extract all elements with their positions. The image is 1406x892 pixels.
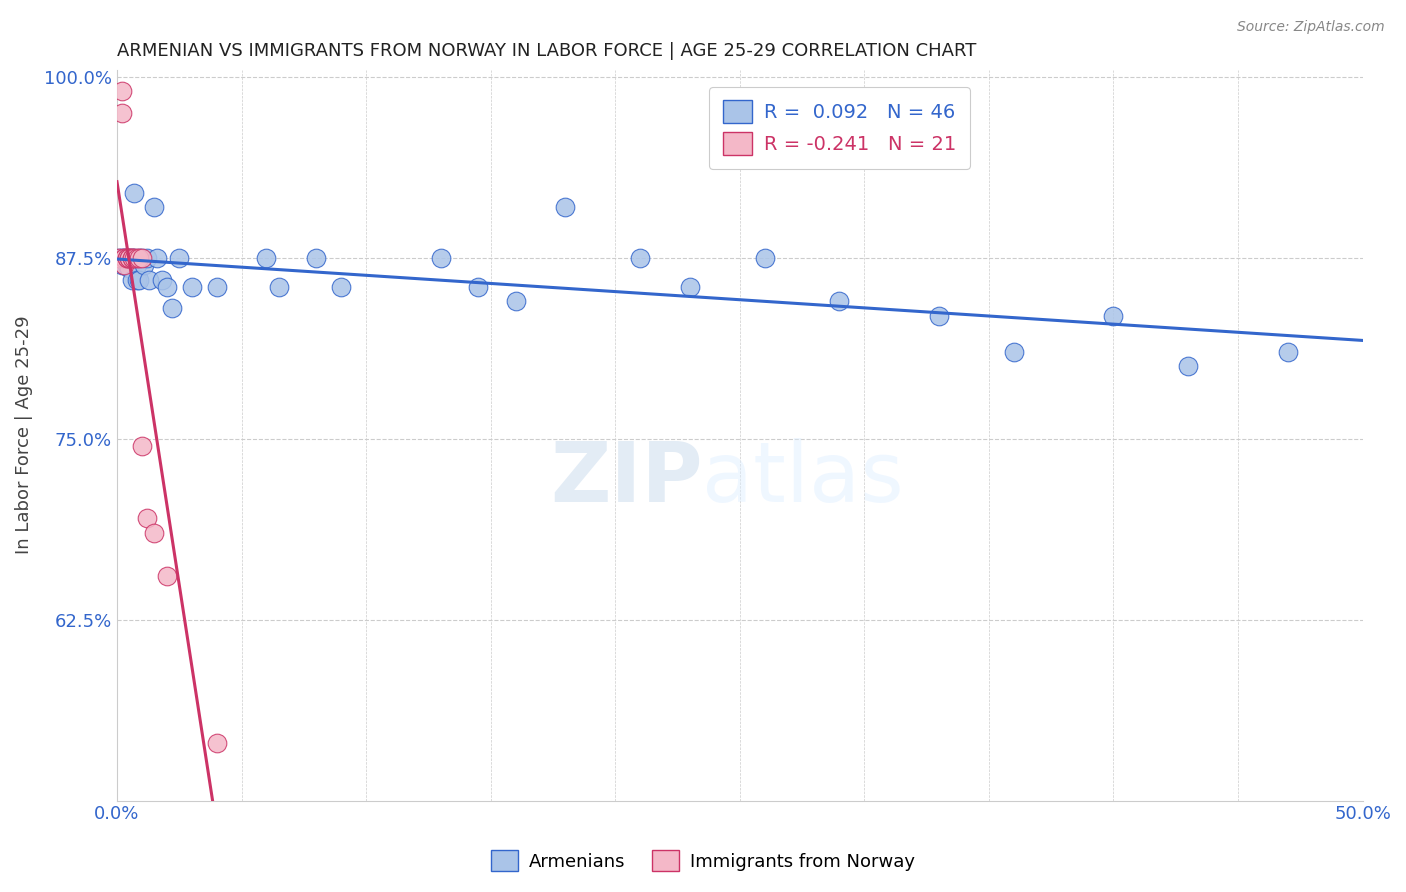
Point <box>180 279 202 293</box>
Point <box>330 279 353 293</box>
Point <box>135 251 157 265</box>
Point <box>1102 309 1125 323</box>
Text: Source: ZipAtlas.com: Source: ZipAtlas.com <box>1237 20 1385 34</box>
Point <box>118 251 141 265</box>
Text: atlas: atlas <box>703 439 904 519</box>
Point <box>505 294 527 309</box>
Legend: R =  0.092   N = 46, R = -0.241   N = 21: R = 0.092 N = 46, R = -0.241 N = 21 <box>709 87 970 169</box>
Point <box>108 251 131 265</box>
Y-axis label: In Labor Force | Age 25-29: In Labor Force | Age 25-29 <box>15 316 32 555</box>
Point <box>118 251 141 265</box>
Point <box>679 279 702 293</box>
Point <box>111 251 134 265</box>
Point <box>754 251 776 265</box>
Point <box>115 251 138 265</box>
Point <box>156 569 179 583</box>
Point <box>1002 345 1025 359</box>
Point <box>156 279 179 293</box>
Point <box>125 251 148 265</box>
Point <box>118 251 141 265</box>
Point <box>118 260 141 275</box>
Point <box>121 251 143 265</box>
Point <box>167 251 190 265</box>
Point <box>205 736 228 750</box>
Point <box>125 272 148 286</box>
Point <box>430 251 453 265</box>
Point <box>121 251 143 265</box>
Point <box>124 186 146 200</box>
Point <box>143 525 166 540</box>
Point <box>114 251 136 265</box>
Point <box>205 279 228 293</box>
Point <box>111 258 134 272</box>
Point <box>121 272 143 286</box>
Point <box>256 251 278 265</box>
Point <box>160 301 183 316</box>
Point <box>1277 345 1299 359</box>
Point <box>131 439 153 453</box>
Point <box>124 251 146 265</box>
Point <box>1177 359 1199 374</box>
Point <box>150 272 173 286</box>
Point <box>115 251 138 265</box>
Point <box>121 251 143 265</box>
Point <box>115 251 138 265</box>
Point <box>131 251 153 265</box>
Point <box>111 106 134 120</box>
Text: ZIP: ZIP <box>550 439 703 519</box>
Point <box>115 258 138 272</box>
Point <box>928 309 950 323</box>
Point <box>124 251 146 265</box>
Point <box>305 251 328 265</box>
Point <box>267 279 290 293</box>
Point <box>467 279 489 293</box>
Point <box>135 511 157 525</box>
Point <box>114 251 136 265</box>
Point <box>128 251 150 265</box>
Legend: Armenians, Immigrants from Norway: Armenians, Immigrants from Norway <box>484 843 922 879</box>
Point <box>125 258 148 272</box>
Text: ARMENIAN VS IMMIGRANTS FROM NORWAY IN LABOR FORCE | AGE 25-29 CORRELATION CHART: ARMENIAN VS IMMIGRANTS FROM NORWAY IN LA… <box>117 42 976 60</box>
Point <box>114 258 136 272</box>
Point <box>143 200 166 214</box>
Point <box>628 251 651 265</box>
Point <box>554 200 576 214</box>
Point <box>828 294 851 309</box>
Point <box>128 272 150 286</box>
Point <box>108 251 131 265</box>
Point <box>131 251 153 265</box>
Point <box>114 251 136 265</box>
Point <box>138 272 160 286</box>
Point <box>111 84 134 98</box>
Point <box>128 251 150 265</box>
Point <box>146 251 169 265</box>
Point <box>114 258 136 272</box>
Point <box>134 258 156 272</box>
